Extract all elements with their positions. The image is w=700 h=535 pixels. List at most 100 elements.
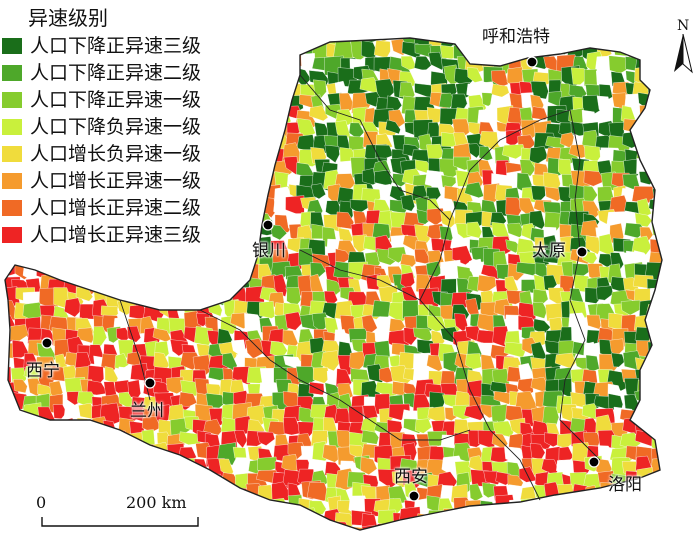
county-polygon: [273, 521, 291, 530]
county-polygon: [335, 248, 352, 263]
county-polygon: [469, 258, 483, 275]
county-polygon: [385, 119, 401, 135]
county-polygon: [666, 288, 681, 305]
county-polygon: [295, 366, 316, 386]
county-polygon: [611, 38, 631, 48]
county-polygon: [529, 443, 546, 460]
county-polygon: [5, 510, 20, 528]
county-polygon: [650, 366, 662, 386]
scale-bar-line: [41, 517, 199, 527]
county-polygon: [249, 56, 267, 73]
county-polygon: [168, 468, 184, 489]
county-polygon: [262, 41, 277, 64]
county-polygon: [634, 123, 650, 144]
county-polygon: [598, 499, 615, 515]
county-polygon: [666, 184, 686, 199]
legend-swatch: [2, 173, 22, 189]
county-polygon: [651, 118, 662, 134]
county-polygon: [426, 187, 442, 203]
county-polygon: [180, 471, 197, 490]
county-polygon: [554, 352, 576, 369]
legend-item: 人口下降正异速一级: [0, 88, 250, 114]
county-polygon: [464, 181, 484, 198]
county-polygon: [413, 56, 433, 71]
county-polygon: [661, 366, 662, 386]
legend-item: 人口增长正异速二级: [0, 196, 250, 222]
county-polygon: [221, 519, 237, 530]
legend-item: 人口增长正异速一级: [0, 169, 250, 195]
county-polygon: [51, 251, 73, 272]
county-polygon: [256, 431, 276, 446]
county-polygon: [412, 327, 433, 342]
county-polygon: [429, 391, 446, 410]
county-polygon: [533, 521, 554, 530]
county-polygon: [181, 291, 199, 306]
county-polygon: [179, 391, 198, 407]
county-polygon: [651, 510, 662, 525]
legend-title: 异速级别: [28, 6, 108, 30]
county-polygon: [190, 277, 206, 292]
scale-start-label: 0: [36, 493, 47, 512]
county-polygon: [114, 447, 134, 466]
county-polygon: [25, 430, 42, 447]
county-polygon: [659, 118, 662, 140]
county-polygon: [457, 520, 472, 530]
county-polygon: [520, 524, 535, 530]
county-polygon: [648, 405, 662, 425]
county-polygon: [273, 507, 292, 529]
county-polygon: [664, 487, 678, 503]
county-polygon: [586, 314, 602, 330]
county-polygon: [647, 69, 662, 85]
county-polygon: [258, 521, 273, 530]
county-polygon: [649, 145, 662, 165]
county-polygon: [375, 144, 394, 159]
county-polygon: [402, 524, 421, 530]
county-polygon: [478, 512, 498, 527]
county-polygon: [258, 513, 278, 530]
county-polygon: [571, 67, 588, 85]
county-polygon: [5, 469, 17, 489]
county-polygon: [75, 264, 98, 283]
county-polygon: [452, 245, 473, 265]
county-polygon: [103, 264, 126, 286]
county-polygon: [130, 461, 145, 480]
county-polygon: [531, 106, 548, 121]
city-label-lanzhou: 兰州: [130, 401, 164, 421]
county-polygon: [571, 483, 589, 503]
county-polygon: [39, 457, 55, 476]
county-polygon: [197, 287, 215, 305]
county-polygon: [223, 249, 243, 270]
county-polygon: [260, 120, 276, 141]
county-polygon: [64, 297, 83, 318]
county-polygon: [232, 513, 253, 530]
county-polygon: [126, 471, 146, 493]
county-polygon: [560, 498, 575, 519]
county-polygon: [631, 235, 652, 256]
county-polygon: [516, 262, 537, 276]
county-polygon: [157, 251, 175, 267]
county-polygon: [660, 279, 662, 296]
county-polygon: [10, 324, 29, 342]
county-polygon: [131, 274, 153, 293]
county-polygon: [309, 262, 326, 278]
county-polygon: [166, 376, 184, 394]
county-polygon: [269, 41, 292, 56]
county-polygon: [664, 404, 681, 423]
county-polygon: [91, 261, 111, 277]
county-polygon: [470, 524, 489, 530]
county-polygon: [583, 526, 597, 530]
county-polygon: [613, 518, 632, 530]
county-polygon: [561, 261, 576, 279]
county-polygon: [141, 458, 161, 474]
county-polygon: [10, 509, 30, 530]
county-polygon: [491, 70, 509, 87]
county-polygon: [621, 511, 639, 530]
legend-swatch: [2, 119, 22, 135]
county-polygon: [23, 422, 41, 438]
county-polygon: [378, 183, 395, 201]
county-polygon: [5, 432, 16, 451]
county-polygon: [639, 133, 657, 149]
county-polygon: [625, 56, 645, 72]
county-polygon: [542, 406, 560, 426]
legend-label: 人口下降正异速一级: [30, 89, 202, 111]
